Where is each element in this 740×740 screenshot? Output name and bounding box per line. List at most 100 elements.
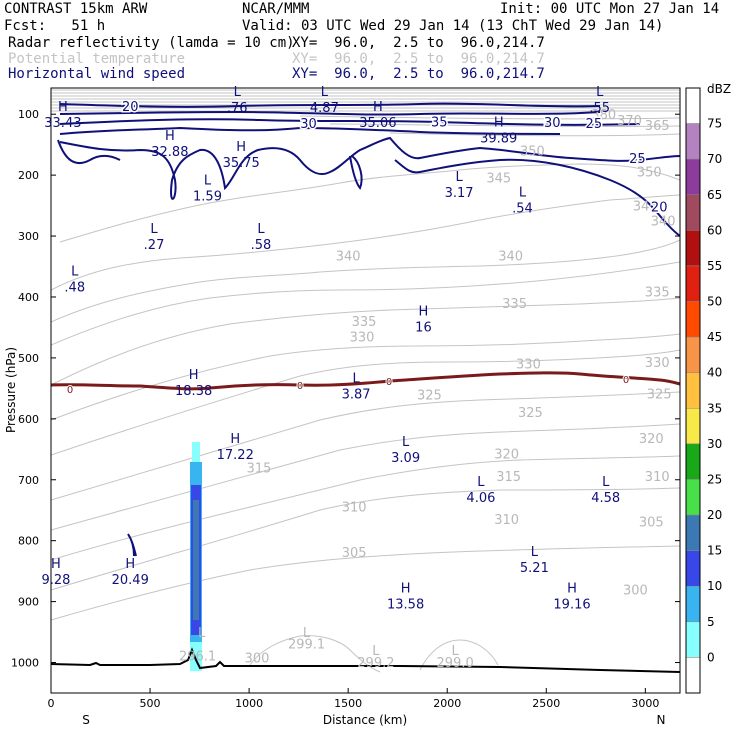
wind-extremum-value: 32.88 — [151, 145, 188, 160]
theta-contour-label: 330 — [516, 357, 541, 372]
theta-contour-label: 300 — [245, 652, 270, 667]
colorbar-swatch — [685, 408, 701, 445]
colorbar-swatch — [685, 443, 701, 480]
theta-contour-label: 365 — [645, 119, 670, 134]
y-tick-label: 600 — [18, 413, 39, 426]
field-reflectivity-xy: XY= 96.0, 2.5 to 96.0,214.7 — [292, 35, 545, 51]
wind-extremum-value: 5.21 — [520, 561, 549, 576]
theta-contour-label: 320 — [494, 447, 519, 462]
wind-extremum-value: .55 — [589, 101, 610, 116]
colorbar-level-label: 40 — [707, 366, 722, 380]
terrain-line — [51, 647, 680, 673]
colorbar-swatch — [685, 657, 701, 694]
theta-contour-label: 335 — [502, 297, 527, 312]
theta-contour-label: 335 — [645, 285, 670, 300]
wind-extremum-value: .76 — [227, 101, 248, 116]
wind-extremum-type: L — [234, 85, 242, 100]
wind-extremum-value: 4.58 — [591, 491, 620, 506]
init-time: Init: 00 UTC Mon 27 Jan 14 — [500, 1, 720, 17]
y-tick-label: 900 — [18, 596, 39, 609]
wind-extremum-value: 3.09 — [391, 451, 420, 466]
wind-extremum-value: 35.75 — [223, 156, 260, 171]
field-reflectivity-label: Radar reflectivity (lamda = 10 cm) — [8, 35, 295, 51]
y-axis-label: Pressure (hPa) — [4, 347, 18, 433]
theta-contour-label: 345 — [486, 171, 511, 186]
colorbar-swatch — [685, 87, 701, 124]
wind-contour-label: 35 — [431, 115, 448, 130]
wind-contour-label: 25 — [629, 152, 646, 167]
theta-contour-label: 325 — [417, 388, 442, 403]
theta-extremum-label: 296.1 — [179, 650, 216, 665]
x-end-label-right: N — [657, 713, 666, 727]
colorbar-level-label: 55 — [707, 259, 722, 273]
wind-extremum-type: H — [494, 115, 504, 130]
colorbar-level-label: 15 — [707, 544, 722, 558]
y-tick-label: 800 — [18, 535, 39, 548]
colorbar-swatch — [685, 123, 701, 160]
colorbar-swatch — [685, 514, 701, 551]
wind-extremum-type: H — [58, 100, 68, 115]
y-tick-label: 700 — [18, 474, 39, 487]
colorbar-swatch — [685, 550, 701, 587]
theta-extremum-label: L — [452, 644, 460, 659]
x-tick-label: 500 — [140, 697, 161, 710]
field-wind-xy: XY= 96.0, 2.5 to 96.0,214.7 — [292, 66, 545, 82]
wind-extremum-type: L — [602, 475, 610, 490]
wind-extremum-type: L — [204, 173, 212, 188]
colorbar-swatch — [685, 585, 701, 623]
wind-contour-label: 20 — [122, 100, 139, 115]
x-end-label-left: S — [82, 713, 90, 727]
wind-extremum-type: L — [519, 185, 527, 200]
wind-contour-label: 20 — [651, 201, 668, 216]
freezing-level-line — [51, 371, 680, 391]
freezing-level-label: 0 — [386, 377, 392, 388]
theta-extremum-label: 299.0 — [437, 656, 474, 671]
wind-extremum-value: 17.22 — [217, 448, 254, 463]
colorbar-level-label: 0 — [707, 650, 715, 664]
theta-contour-label: 315 — [247, 461, 272, 476]
center-name: NCAR/MMM — [242, 1, 310, 17]
field-theta-label: Potential temperature — [8, 51, 186, 67]
y-tick-label: 400 — [18, 291, 39, 304]
x-tick-label: 1000 — [235, 697, 263, 710]
wind-extremum-value: 33.43 — [44, 116, 81, 131]
theta-contour-label: 350 — [637, 165, 662, 180]
theta-extremum-label: L — [372, 644, 380, 659]
theta-contour-label: 340 — [498, 249, 523, 264]
wind-extremum-value: 16 — [415, 320, 432, 335]
wind-extremum-value: .54 — [512, 201, 533, 216]
theta-contour-label: 305 — [342, 546, 367, 561]
wind-extremum-type: L — [402, 435, 410, 450]
wind-extremum-type: L — [71, 265, 79, 280]
y-tick-label: 1000 — [11, 657, 39, 670]
wind-extremum-value: .58 — [251, 238, 272, 253]
wind-extremum-type: L — [477, 475, 485, 490]
theta-contours — [51, 163, 680, 673]
colorbar-swatch — [685, 230, 701, 267]
field-wind-label: Horizontal wind speed — [8, 66, 186, 82]
colorbar-level-label: 70 — [707, 152, 722, 166]
valid-time: Valid: 03 UTC Wed 29 Jan 14 (13 ChT Wed … — [242, 18, 664, 34]
theta-contour-label: 340 — [336, 249, 361, 264]
theta-extremum-label: 299.2 — [357, 656, 394, 671]
theta-contour-label: 305 — [639, 516, 664, 531]
theta-contour-label: 335 — [352, 315, 377, 330]
y-tick-label: 100 — [18, 108, 39, 121]
theta-contour-label: 325 — [647, 388, 672, 403]
wind-extremum-type: H — [125, 557, 135, 572]
x-axis-label: Distance (km) — [323, 713, 407, 727]
theta-contour-label: 315 — [496, 470, 521, 485]
x-tick-label: 2000 — [433, 697, 461, 710]
x-tick-label: 2500 — [532, 697, 560, 710]
theta-contour-label: 320 — [639, 432, 664, 447]
theta-contour-label: 380 — [591, 108, 616, 123]
wind-extremum-value: 35.06 — [359, 116, 396, 131]
theta-contour-label: 330 — [350, 330, 375, 345]
x-tick-label: 0 — [48, 697, 55, 710]
wind-extremum-value: 4.87 — [310, 101, 339, 116]
wind-extremum-type: H — [51, 557, 61, 572]
wind-extremum-type: H — [567, 581, 577, 596]
colorbar-swatch — [685, 301, 701, 338]
x-tick-label: 1500 — [334, 697, 362, 710]
theta-contour-label: 370 — [617, 114, 642, 129]
